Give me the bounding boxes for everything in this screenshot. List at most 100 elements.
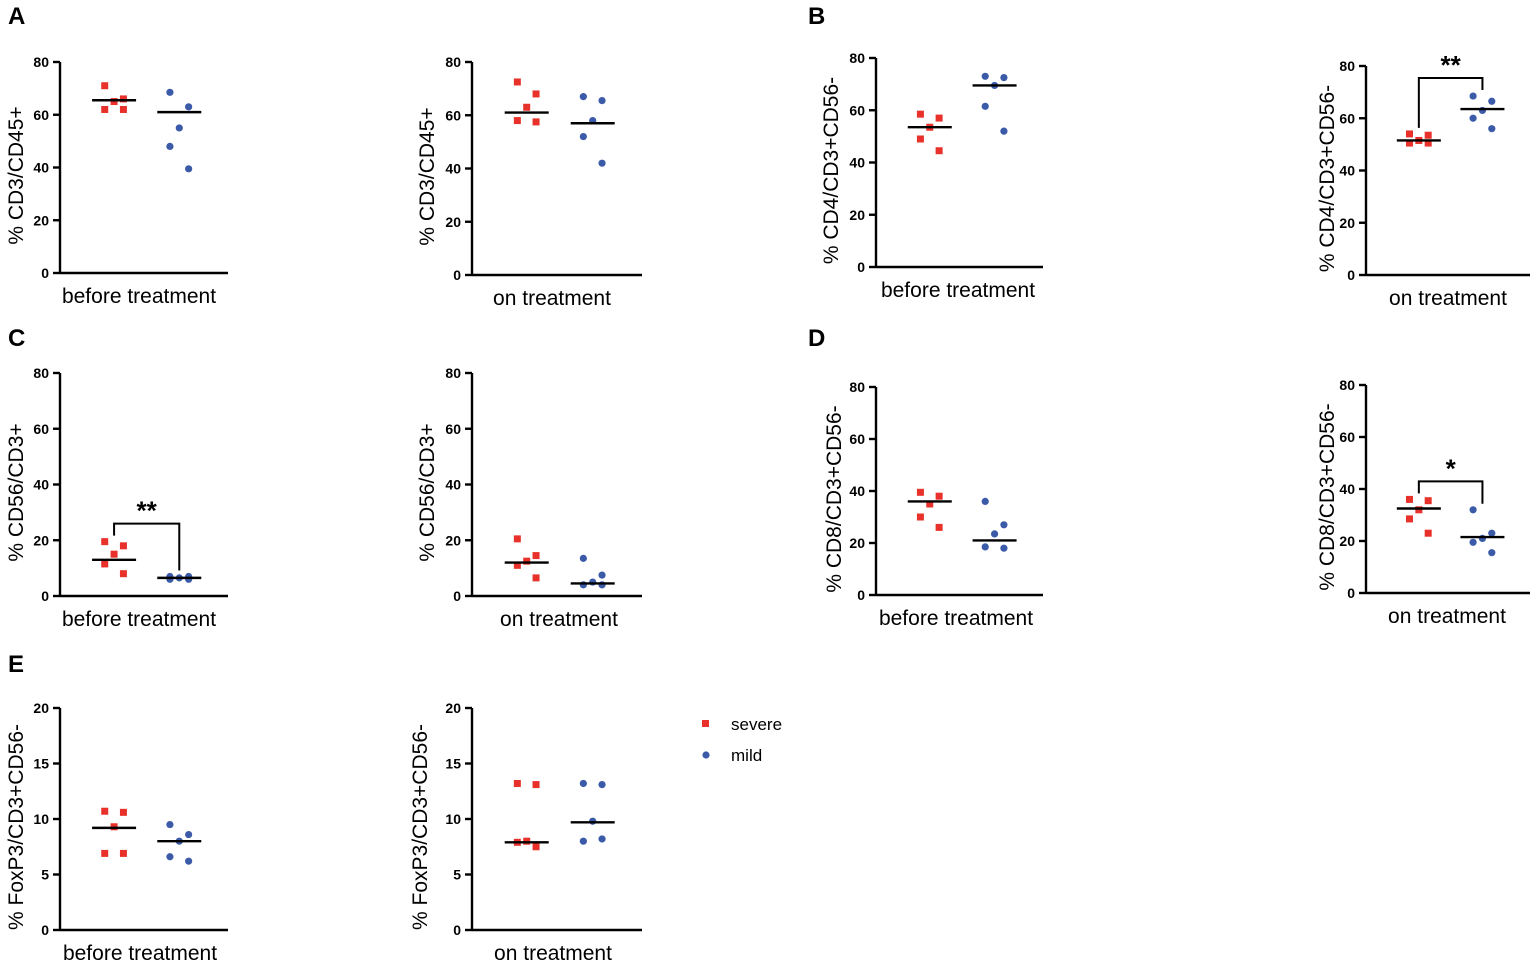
- severe-point: [926, 500, 934, 508]
- y-tick-label: 0: [453, 588, 461, 604]
- severe-point: [119, 542, 127, 550]
- mild-point: [1469, 538, 1477, 546]
- y-tick-label: 40: [33, 477, 49, 493]
- x-axis-label: before treatment: [63, 942, 217, 962]
- x-axis-label: before treatment: [879, 607, 1033, 630]
- x-axis-label: before treatment: [62, 285, 216, 308]
- severe-point: [1424, 529, 1432, 537]
- severe-point: [110, 550, 118, 558]
- y-tick-label: 60: [445, 421, 461, 437]
- severe-point: [101, 105, 109, 113]
- y-axis-label: % CD3/CD45+: [5, 106, 28, 244]
- mild-point: [166, 820, 174, 829]
- mild-point: [175, 124, 183, 132]
- y-tick-label: 80: [445, 54, 461, 70]
- severe-point: [935, 523, 943, 531]
- y-tick-label: 20: [849, 535, 865, 551]
- mild-point: [579, 837, 587, 845]
- mild-point: [185, 857, 193, 865]
- panel-letter-d: D: [808, 325, 825, 352]
- chart-6: 0 20 40 60 80 % CD56/CD3+ on treatment: [416, 365, 642, 631]
- severe-point: [523, 557, 531, 565]
- severe-point: [532, 90, 540, 98]
- y-tick-label: 80: [849, 50, 865, 66]
- legend-severe-marker: [702, 720, 709, 727]
- mild-point: [166, 853, 174, 861]
- severe-point: [916, 110, 924, 118]
- significance-bracket: [1417, 77, 1484, 128]
- severe-point: [935, 147, 943, 155]
- y-tick-label: 80: [33, 54, 49, 70]
- legend-mild-label: mild: [731, 746, 762, 765]
- significance-label: **: [137, 496, 158, 526]
- severe-point: [513, 117, 521, 125]
- y-tick-label: 60: [849, 431, 865, 447]
- y-tick-label: 60: [445, 107, 461, 123]
- severe-point: [513, 779, 521, 787]
- severe-point: [916, 488, 924, 496]
- severe-point: [532, 574, 540, 582]
- y-tick-label: 60: [33, 421, 49, 437]
- chart-7: 0 20 40 60 80% CD8/CD3+CD56- before treatment: [823, 379, 1043, 630]
- y-tick-label: 20: [445, 700, 461, 716]
- legend-severe-label: severe: [731, 715, 782, 734]
- y-tick-label: 0: [41, 588, 49, 604]
- chart-2: 0 20 40 60 80 % CD3/CD45+ on treatment: [416, 54, 642, 310]
- mild-point: [1478, 534, 1487, 543]
- severe-point: [110, 98, 118, 106]
- mild-point: [166, 142, 174, 150]
- y-tick-label: 40: [445, 477, 461, 493]
- mild-point: [579, 554, 587, 562]
- y-tick-label: 80: [1339, 377, 1355, 393]
- mild-point: [1488, 97, 1496, 105]
- severe-point: [119, 105, 127, 113]
- chart-4: 0 20 40 60 80% CD4/CD3+CD56- on treatment **: [1316, 50, 1530, 310]
- y-tick-label: 10: [33, 811, 49, 827]
- y-tick-label: 0: [857, 259, 865, 275]
- y-tick-label: 60: [33, 107, 49, 123]
- mild-point: [579, 132, 587, 141]
- mild-point: [981, 102, 989, 110]
- severe-point: [532, 552, 540, 560]
- x-axis-label: on treatment: [1388, 605, 1506, 628]
- y-tick-label: 40: [1339, 481, 1355, 497]
- severe-point: [119, 570, 127, 578]
- severe-point: [101, 538, 109, 546]
- chart-1: 0 20 40 60 80 % CD3/CD45+ before treatment: [5, 54, 228, 308]
- severe-point: [119, 849, 127, 857]
- mild-point: [981, 497, 989, 505]
- y-tick-label: 15: [445, 756, 461, 772]
- x-axis-label: before treatment: [881, 279, 1035, 302]
- x-axis-label: on treatment: [1389, 287, 1507, 310]
- y-tick-label: 20: [33, 532, 49, 548]
- severe-point: [935, 114, 943, 122]
- mild-point: [1000, 127, 1008, 135]
- severe-point: [1424, 497, 1432, 505]
- panel-letter-e: E: [8, 651, 24, 678]
- y-tick-label: 20: [445, 214, 461, 230]
- mild-point: [598, 159, 606, 167]
- y-tick-label: 60: [1339, 429, 1355, 445]
- severe-point: [101, 807, 109, 815]
- severe-point: [532, 781, 540, 789]
- y-tick-label: 20: [445, 532, 461, 548]
- y-tick-label: 60: [849, 102, 865, 118]
- y-tick-label: 20: [33, 212, 49, 228]
- mild-point: [1478, 106, 1487, 115]
- mild-point: [185, 165, 193, 173]
- mild-point: [1000, 544, 1008, 552]
- y-axis-label: % CD8/CD3+CD56-: [1316, 403, 1339, 590]
- y-tick-label: 0: [453, 922, 461, 938]
- y-tick-label: 80: [33, 365, 49, 381]
- x-axis-label: on treatment: [493, 287, 611, 310]
- severe-point: [916, 513, 924, 521]
- severe-point: [1405, 515, 1413, 523]
- y-tick-label: 20: [1339, 215, 1355, 231]
- significance-label: **: [1441, 50, 1462, 80]
- severe-point: [513, 535, 521, 543]
- y-tick-label: 40: [849, 483, 865, 499]
- severe-point: [101, 849, 109, 857]
- mild-point: [185, 830, 193, 839]
- chart-9: 0 5 10 15 20 % FoxP3/CD3+CD56- before treatmen…: [5, 700, 228, 962]
